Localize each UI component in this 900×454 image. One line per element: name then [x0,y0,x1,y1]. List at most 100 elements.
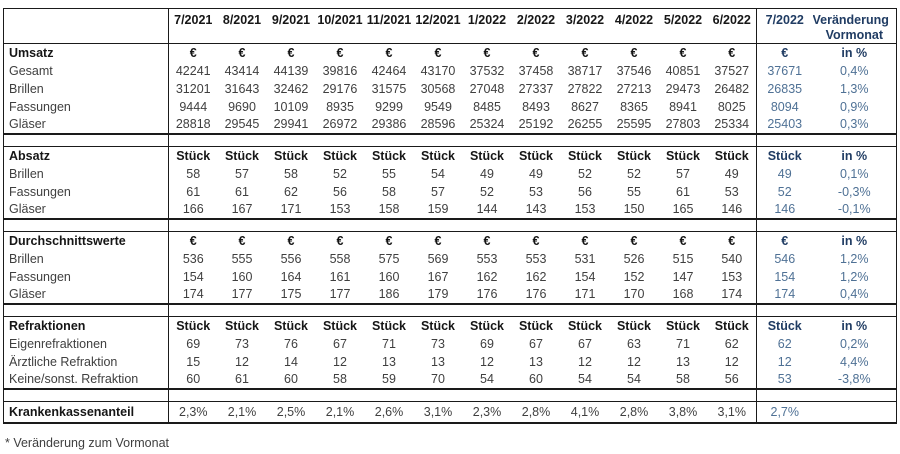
section-unit-row: Durchschnittswerte € € € € € € € € € € € € € in % [3,231,897,250]
current-value-cell: 546 [756,249,813,268]
gap-cell [812,133,897,147]
month-header-row: 7/2021 8/2021 9/2021 10/2021 11/2021 12/2021 1… [3,8,897,44]
value-cell: 555 [231,251,253,266]
unit-cell: € [728,45,736,60]
change-unit-cell: in % [812,316,897,335]
value-cell: 37527 [714,63,750,78]
value-cell: 38717 [567,63,603,78]
metric-label: Keine/sonst. Refraktion [3,370,169,389]
value-cell: 63 [627,336,641,351]
value-cell: 32462 [273,81,309,96]
value-cell: 52 [627,166,641,181]
month-header: 9/2021 [271,13,311,27]
value-cell: 27213 [616,81,652,96]
value-cell: 73 [431,336,445,351]
table-row: Gläser 166 167 171 153 158 159 144 143 153 150 165 1… [3,200,897,219]
value-cell: 144 [476,202,498,216]
value-cell: 73 [235,336,249,351]
unit-cell: Stück [273,318,309,333]
value-cell: 59 [382,372,396,386]
unit-cell: Stück [567,318,603,333]
value-cell: 171 [280,202,302,216]
month-header: 5/2022 [663,13,703,27]
unit-cell: Stück [469,318,505,333]
unit-cell: € [483,233,491,248]
value-cell: 162 [525,269,547,284]
value-cell: 147 [672,269,694,284]
value-cell: 160 [378,269,400,284]
value-cell: 176 [525,287,547,301]
value-cell: 39816 [322,63,358,78]
value-cell: 2,3% [472,404,502,419]
value-cell: 186 [378,287,400,301]
value-cell: 29941 [273,117,309,131]
change-header: Veränderung Vormonat [812,8,897,44]
value-cell: 49 [724,166,739,181]
change-unit-cell: in % [812,146,897,165]
value-cell: 152 [623,269,645,284]
value-cell: 166 [182,202,204,216]
value-cell: 27048 [469,81,505,96]
value-cell: 162 [476,269,498,284]
value-cell: 9690 [228,99,256,114]
value-cell: 37546 [616,63,652,78]
value-cell: 25595 [616,117,652,131]
section-unit-row: Refraktionen Stück Stück Stück Stück Stück Stü… [3,316,897,335]
table-row: Fassungen 154 160 164 161 160 167 162 162 154 152 1… [3,267,897,286]
value-cell: 531 [574,251,596,266]
value-cell: 56 [333,184,347,199]
table-row: Eigenrefraktionen 69 73 76 67 71 73 69 67 67 63 71 6… [3,334,897,353]
value-cell: 30568 [420,81,456,96]
current-unit-cell: Stück [756,146,813,165]
value-cell: 49 [480,166,494,181]
section-label: Durchschnittswerte [3,231,169,250]
metric-label: Eigenrefraktionen [3,334,169,353]
value-cell: 26255 [567,117,603,131]
metric-label: Fassungen [3,182,169,201]
section-gap [3,133,897,147]
unit-cell: Stück [224,148,260,163]
unit-cell: Stück [176,318,211,333]
gap-cell [169,304,757,317]
month-header: 12/2021 [415,13,461,27]
unit-cell: Stück [714,148,749,163]
month-header: 10/2021 [317,13,363,27]
value-cell: 12 [578,354,592,369]
value-cell: 42241 [175,63,211,78]
value-cell: 31201 [175,81,211,96]
value-cell: 29473 [665,81,701,96]
unit-cell: € [434,233,442,248]
change-unit-cell: in % [812,231,897,250]
gap-cell [756,133,813,147]
value-cell: 58 [284,166,298,181]
value-cell: 71 [676,336,690,351]
value-cell: 553 [525,251,547,266]
value-cell: 58 [676,372,690,386]
value-cell: 37532 [469,63,505,78]
gap-cell [812,303,897,317]
metric-label: Gläser [3,285,169,304]
value-cell: 4,1% [570,404,600,419]
current-value-cell: 37671 [756,61,813,80]
section-gap [3,218,897,232]
unit-cell: Stück [518,148,554,163]
unit-cell: € [287,45,295,60]
unit-cell: € [581,45,589,60]
value-cell: 55 [382,166,396,181]
value-cell: 13 [382,354,396,369]
unit-cell: Stück [665,318,701,333]
value-cell: 2,5% [276,404,306,419]
value-cell: 174 [721,287,743,301]
metric-label: Gesamt [3,61,169,80]
value-cell: 158 [378,202,400,216]
value-cell: 12 [333,354,347,369]
value-cell: 27337 [518,81,554,96]
value-cell: 8493 [522,99,550,114]
value-cell: 62 [724,336,739,351]
value-cell: 54 [627,372,641,386]
current-value-cell: 2,7% [756,401,813,423]
unit-cell: Stück [371,318,407,333]
metric-label: Brillen [3,79,169,98]
section-gap [3,303,897,317]
change-value-cell: 0,1% [812,164,897,183]
